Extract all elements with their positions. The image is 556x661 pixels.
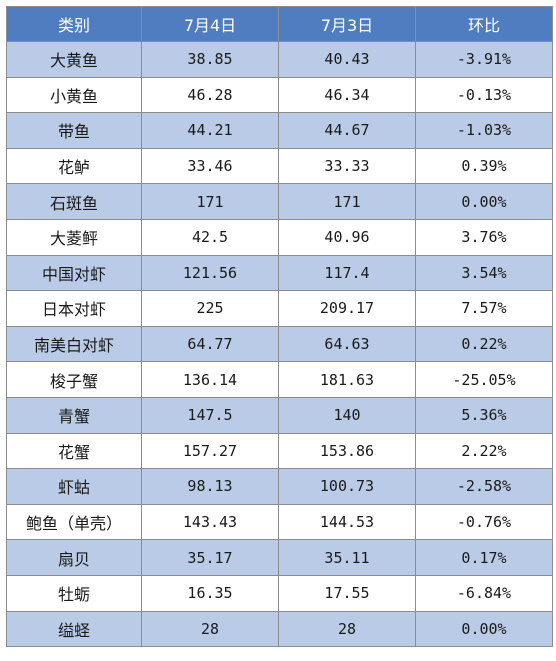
- cell-change: -25.05%: [415, 361, 553, 398]
- cell-change: -0.76%: [415, 503, 553, 541]
- cell-change: 3.76%: [415, 218, 553, 256]
- cell-price-jul4: 42.5: [141, 218, 279, 256]
- cell-price-jul4: 136.14: [141, 361, 279, 398]
- cell-price-jul4: 28: [141, 610, 279, 648]
- table-row: 中国对虾 121.56 117.4 3.54%: [6, 254, 553, 292]
- table-body: 大黄鱼 38.85 40.43 -3.91% 小黄鱼 46.28 46.34 -0.13% 带鱼…: [6, 41, 553, 648]
- cell-price-jul4: 98.13: [141, 468, 279, 505]
- cell-price-jul3: 140: [278, 396, 416, 434]
- table-row: 日本对虾 225 209.17 7.57%: [6, 290, 553, 327]
- seafood-price-table: 类别 7月4日 7月3日 环比 大黄鱼 38.85 40.43 -3.91% 小黄鱼 46…: [6, 6, 553, 648]
- cell-category: 带鱼: [6, 112, 142, 149]
- cell-change: -0.13%: [415, 76, 553, 114]
- cell-category: 缢蛏: [6, 610, 142, 648]
- table-row: 石斑鱼 171 171 0.00%: [6, 183, 553, 220]
- cell-change: -6.84%: [415, 574, 553, 612]
- cell-price-jul4: 46.28: [141, 76, 279, 114]
- header-row: 类别 7月4日 7月3日 环比: [6, 6, 553, 42]
- cell-price-jul4: 33.46: [141, 147, 279, 185]
- cell-category: 大黄鱼: [6, 41, 142, 78]
- header-category: 类别: [6, 6, 142, 42]
- cell-category: 梭子蟹: [6, 361, 142, 398]
- cell-price-jul4: 64.77: [141, 325, 279, 363]
- cell-change: 2.22%: [415, 432, 553, 470]
- cell-category: 大菱鲆: [6, 218, 142, 256]
- cell-category: 南美白对虾: [6, 325, 142, 363]
- cell-category: 花蟹: [6, 432, 142, 470]
- header-change: 环比: [415, 6, 553, 42]
- cell-category: 虾蛄: [6, 468, 142, 505]
- cell-price-jul3: 40.43: [278, 41, 416, 78]
- table-row: 鲍鱼（单壳） 143.43 144.53 -0.76%: [6, 503, 553, 541]
- cell-category: 扇贝: [6, 539, 142, 576]
- cell-category: 小黄鱼: [6, 76, 142, 114]
- cell-price-jul4: 121.56: [141, 254, 279, 292]
- cell-change: 0.00%: [415, 183, 553, 220]
- table-row: 扇贝 35.17 35.11 0.17%: [6, 539, 553, 576]
- cell-price-jul3: 209.17: [278, 290, 416, 327]
- cell-price-jul3: 28: [278, 610, 416, 648]
- cell-change: 5.36%: [415, 396, 553, 434]
- table-row: 缢蛏 28 28 0.00%: [6, 610, 553, 648]
- table-row: 青蟹 147.5 140 5.36%: [6, 396, 553, 434]
- cell-price-jul4: 16.35: [141, 574, 279, 612]
- cell-change: 0.22%: [415, 325, 553, 363]
- table-header: 类别 7月4日 7月3日 环比: [6, 6, 553, 42]
- cell-price-jul4: 44.21: [141, 112, 279, 149]
- price-table-container: 类别 7月4日 7月3日 环比 大黄鱼 38.85 40.43 -3.91% 小黄鱼 46…: [6, 6, 553, 648]
- table-row: 虾蛄 98.13 100.73 -2.58%: [6, 468, 553, 505]
- cell-price-jul4: 171: [141, 183, 279, 220]
- cell-price-jul3: 46.34: [278, 76, 416, 114]
- table-row: 南美白对虾 64.77 64.63 0.22%: [6, 325, 553, 363]
- table-row: 大黄鱼 38.85 40.43 -3.91%: [6, 41, 553, 78]
- cell-price-jul3: 44.67: [278, 112, 416, 149]
- cell-price-jul3: 100.73: [278, 468, 416, 505]
- cell-price-jul4: 147.5: [141, 396, 279, 434]
- cell-price-jul4: 143.43: [141, 503, 279, 541]
- table-row: 花蟹 157.27 153.86 2.22%: [6, 432, 553, 470]
- cell-category: 青蟹: [6, 396, 142, 434]
- cell-price-jul3: 144.53: [278, 503, 416, 541]
- cell-price-jul3: 171: [278, 183, 416, 220]
- cell-price-jul3: 17.55: [278, 574, 416, 612]
- cell-price-jul3: 64.63: [278, 325, 416, 363]
- table-row: 小黄鱼 46.28 46.34 -0.13%: [6, 76, 553, 114]
- cell-change: 0.17%: [415, 539, 553, 576]
- table-row: 牡蛎 16.35 17.55 -6.84%: [6, 574, 553, 612]
- cell-price-jul3: 117.4: [278, 254, 416, 292]
- cell-price-jul3: 181.63: [278, 361, 416, 398]
- header-date-jul3: 7月3日: [278, 6, 416, 42]
- cell-price-jul3: 33.33: [278, 147, 416, 185]
- cell-change: -3.91%: [415, 41, 553, 78]
- cell-category: 中国对虾: [6, 254, 142, 292]
- cell-price-jul3: 153.86: [278, 432, 416, 470]
- table-row: 大菱鲆 42.5 40.96 3.76%: [6, 218, 553, 256]
- cell-price-jul4: 35.17: [141, 539, 279, 576]
- cell-change: -2.58%: [415, 468, 553, 505]
- cell-price-jul3: 35.11: [278, 539, 416, 576]
- cell-category: 牡蛎: [6, 574, 142, 612]
- cell-change: 0.00%: [415, 610, 553, 648]
- cell-price-jul4: 38.85: [141, 41, 279, 78]
- cell-change: -1.03%: [415, 112, 553, 149]
- table-row: 花鲈 33.46 33.33 0.39%: [6, 147, 553, 185]
- cell-category: 花鲈: [6, 147, 142, 185]
- cell-price-jul4: 225: [141, 290, 279, 327]
- cell-change: 0.39%: [415, 147, 553, 185]
- table-row: 梭子蟹 136.14 181.63 -25.05%: [6, 361, 553, 398]
- cell-category: 鲍鱼（单壳）: [6, 503, 142, 541]
- cell-price-jul4: 157.27: [141, 432, 279, 470]
- cell-category: 石斑鱼: [6, 183, 142, 220]
- cell-change: 7.57%: [415, 290, 553, 327]
- cell-price-jul3: 40.96: [278, 218, 416, 256]
- table-row: 带鱼 44.21 44.67 -1.03%: [6, 112, 553, 149]
- header-date-jul4: 7月4日: [141, 6, 279, 42]
- cell-change: 3.54%: [415, 254, 553, 292]
- cell-category: 日本对虾: [6, 290, 142, 327]
